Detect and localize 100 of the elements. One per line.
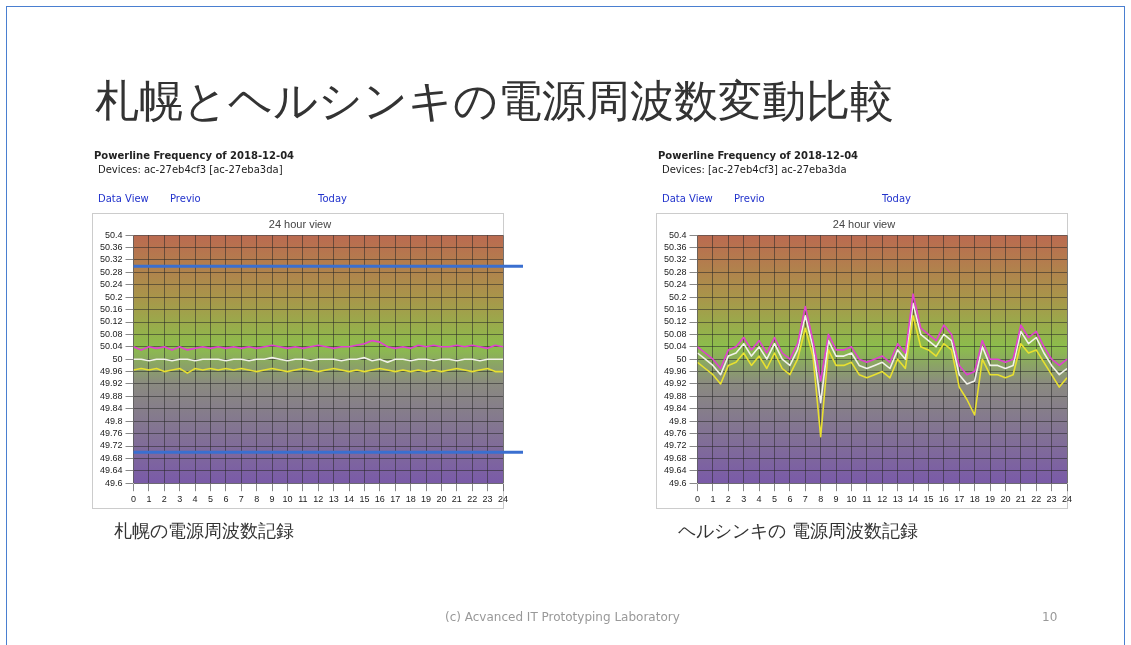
y-tick-label: 49.76: [99, 428, 123, 439]
x-tick-label: 15: [923, 494, 934, 505]
y-tick-label: 50.08: [99, 328, 123, 339]
x-tick-label: 11: [298, 494, 308, 505]
x-tick-label: 18: [969, 494, 980, 505]
y-tick-label: 49.96: [99, 366, 123, 377]
x-tick-label: 20: [1000, 494, 1011, 505]
y-tick-label: 50.12: [663, 316, 687, 327]
x-tick-label: 16: [374, 494, 385, 505]
text: Data View: [662, 193, 713, 204]
y-tick-label: 49.6: [668, 477, 687, 488]
y-tick-label: 50.04: [663, 341, 687, 352]
text: (c) Acvanced IT Prototyping Laboratory: [445, 610, 680, 624]
x-tick-label: 0: [695, 494, 701, 505]
x-tick-label: 8: [254, 494, 260, 505]
x-tick-label: 12: [313, 494, 324, 505]
y-tick-label: 50.16: [99, 304, 123, 315]
text: Devices: [ac-27eb4cf3] ac-27eba3da: [662, 164, 848, 175]
y-tick-label: 49.64: [99, 465, 123, 476]
x-tick-label: 22: [1031, 494, 1042, 505]
y-tick-label: 49.96: [663, 366, 687, 377]
x-tick-label: 24: [497, 494, 509, 505]
y-tick-label: 50.16: [663, 304, 687, 315]
text: Previo: [734, 193, 765, 204]
x-tick-label: 5: [771, 494, 777, 505]
x-tick-label: 16: [938, 494, 949, 505]
text: Powerline Frequency of 2018-12-04: [658, 150, 860, 161]
y-tick-label: 49.84: [99, 403, 123, 414]
x-tick-label: 17: [390, 494, 401, 505]
y-tick-label: 50.32: [663, 254, 687, 265]
x-tick-label: 3: [177, 494, 183, 505]
x-tick-label: 21: [451, 494, 462, 505]
y-tick-label: 49.68: [663, 452, 687, 463]
x-tick-label: 18: [405, 494, 416, 505]
x-tick-label: 14: [344, 494, 355, 505]
text: 札幌とヘルシンキの電源周波数変動比較: [95, 74, 894, 128]
x-tick-label: 0: [131, 494, 137, 505]
text: Data View: [98, 193, 149, 204]
x-tick-label: 10: [846, 494, 857, 505]
x-tick-label: 5: [207, 494, 213, 505]
x-tick-label: 17: [954, 494, 965, 505]
x-tick-label: 2: [161, 494, 167, 505]
x-tick-label: 15: [359, 494, 370, 505]
x-tick-label: 13: [328, 494, 339, 505]
x-tick-label: 4: [756, 494, 762, 505]
y-tick-label: 50.2: [104, 291, 123, 302]
y-tick-label: 49.88: [99, 390, 123, 401]
y-tick-label: 50.36: [663, 242, 687, 253]
x-tick-label: 8: [818, 494, 824, 505]
x-tick-label: 10: [282, 494, 293, 505]
y-tick-label: 50: [676, 353, 687, 364]
text: Today: [318, 193, 347, 204]
y-tick-label: 49.68: [99, 452, 123, 463]
x-tick-label: 7: [238, 494, 244, 505]
x-tick-label: 1: [146, 494, 152, 505]
x-tick-label: 11: [862, 494, 872, 505]
y-tick-label: 49.6: [104, 477, 123, 488]
y-tick-label: 49.8: [104, 415, 123, 426]
x-tick-label: 19: [421, 494, 432, 505]
y-tick-label: 50.24: [99, 279, 123, 290]
x-tick-label: 22: [467, 494, 478, 505]
text: Powerline Frequency of 2018-12-04: [94, 150, 296, 161]
y-tick-label: 49.88: [663, 390, 687, 401]
x-tick-label: 23: [1046, 494, 1057, 505]
chart-title: 24 hour view: [832, 217, 896, 230]
y-tick-label: 50: [112, 353, 123, 364]
y-tick-label: 50.4: [668, 229, 687, 240]
x-tick-label: 7: [802, 494, 808, 505]
text: 札幌の電源周波数記録: [114, 519, 295, 543]
y-tick-label: 49.76: [663, 428, 687, 439]
y-tick-label: 50.32: [99, 254, 123, 265]
x-tick-label: 21: [1015, 494, 1026, 505]
y-tick-label: 49.72: [663, 440, 687, 451]
y-tick-label: 50.24: [663, 279, 687, 290]
text: 10: [1042, 610, 1058, 624]
x-tick-label: 6: [223, 494, 229, 505]
x-tick-label: 4: [192, 494, 198, 505]
y-tick-label: 49.92: [663, 378, 687, 389]
y-tick-label: 49.72: [99, 440, 123, 451]
y-tick-label: 50.28: [663, 266, 687, 277]
y-tick-label: 49.84: [663, 403, 687, 414]
y-tick-label: 49.64: [663, 465, 687, 476]
x-tick-label: 6: [787, 494, 793, 505]
y-tick-label: 50.36: [99, 242, 123, 253]
y-tick-label: 50.08: [663, 328, 687, 339]
x-tick-label: 9: [269, 494, 275, 505]
x-tick-label: 24: [1061, 494, 1073, 505]
x-tick-label: 2: [725, 494, 731, 505]
text: ヘルシンキの 電源周波数記録: [678, 519, 919, 543]
y-tick-label: 50.2: [668, 291, 687, 302]
y-tick-label: 50.04: [99, 341, 123, 352]
x-tick-label: 13: [892, 494, 903, 505]
x-tick-label: 12: [877, 494, 888, 505]
x-tick-label: 3: [741, 494, 747, 505]
x-tick-label: 20: [436, 494, 447, 505]
x-tick-label: 23: [482, 494, 493, 505]
text: Today: [882, 193, 911, 204]
y-tick-label: 49.92: [99, 378, 123, 389]
y-tick-label: 50.12: [99, 316, 123, 327]
y-tick-label: 49.8: [668, 415, 687, 426]
